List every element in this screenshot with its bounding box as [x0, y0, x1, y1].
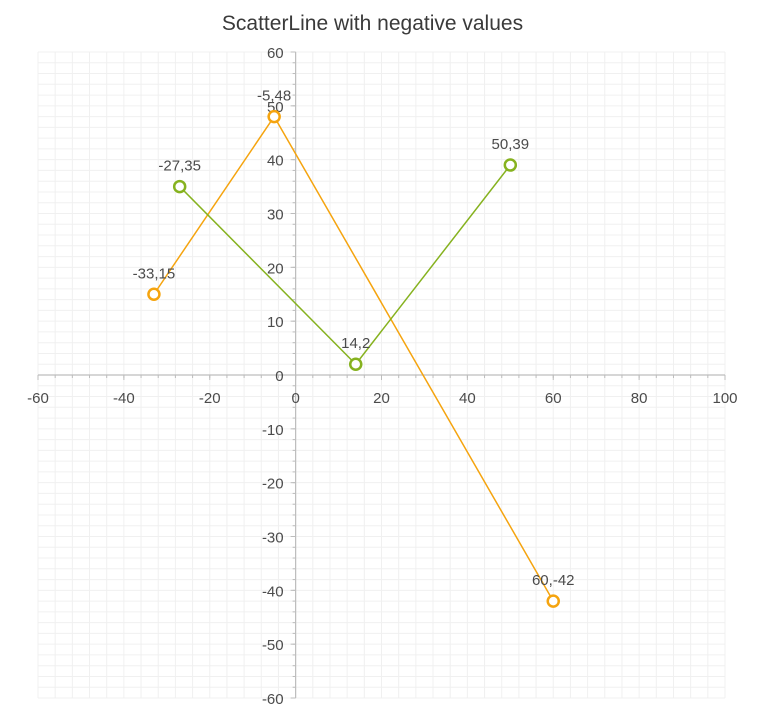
data-point [348, 357, 363, 371]
data-point [546, 594, 560, 608]
data-point [503, 158, 518, 172]
y-tick-label: 40 [267, 153, 284, 170]
chart-title: ScatterLine with negative values [221, 12, 524, 35]
y-tick-label: 30 [267, 207, 284, 224]
y-tick-label: -60 [262, 691, 284, 708]
data-label: -33,15 [133, 265, 176, 282]
data-labels: -33,15 -5,48 60,-42 -27,35 14,2 50,39 [133, 88, 575, 589]
y-tick-label: -50 [262, 637, 284, 654]
data-point [267, 109, 281, 124]
y-tick-label: -30 [262, 530, 284, 547]
x-tick-label: -40 [113, 390, 135, 407]
data-label: 14,2 [341, 335, 370, 352]
y-tick-label: 0 [275, 368, 283, 385]
x-tick-label: -60 [27, 390, 49, 407]
x-tick-label: 60 [545, 390, 562, 407]
data-label: -27,35 [158, 158, 201, 175]
y-tick-label: -20 [262, 476, 284, 493]
data-label: 60,-42 [532, 572, 575, 589]
x-tick-label: -20 [199, 390, 221, 407]
y-tick-label: -10 [262, 422, 284, 439]
data-label: 50,39 [492, 136, 530, 153]
data-points [147, 109, 560, 608]
x-tick-label: 40 [459, 390, 476, 407]
axes [37, 51, 726, 699]
x-tick-label: 0 [291, 390, 299, 407]
y-tick-label: 10 [267, 314, 284, 331]
x-tick-label: 20 [373, 390, 390, 407]
y-tick-label: -40 [262, 583, 284, 600]
data-point [172, 179, 187, 194]
tick-labels: -60 -40 -20 0 20 40 60 80 100 -60 -50 -40 -30 -20 -10 0… [27, 45, 737, 708]
y-tick-label: 20 [267, 260, 284, 277]
data-label: -5,48 [257, 88, 291, 105]
x-tick-label: 100 [712, 390, 737, 407]
y-tick-label: 60 [267, 45, 284, 62]
data-point [147, 287, 161, 301]
x-tick-label: 80 [631, 390, 648, 407]
